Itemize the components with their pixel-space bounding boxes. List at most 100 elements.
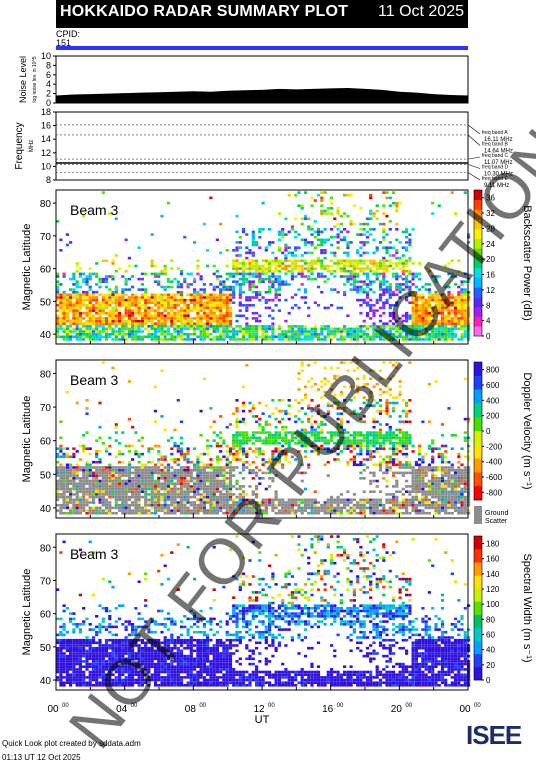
colorbar-velocity-segment: [474, 403, 482, 417]
ground-scatter-label: Ground: [485, 510, 508, 517]
colorbar-width-tick-label: 40: [486, 646, 495, 655]
ground-scatter-swatch: [474, 506, 482, 524]
x-tick-superscript: 00: [268, 703, 275, 709]
heatmap-velocity-ytick-label: 60: [40, 437, 52, 448]
colorbar-velocity-segment: [474, 459, 482, 473]
heatmap-power-ytick-label: 60: [40, 265, 52, 276]
noise-tick-label: 2: [46, 89, 51, 99]
colorbar-width-segment: [474, 588, 482, 601]
colorbar-width-segment: [474, 536, 482, 549]
colorbar-velocity-tick-label: -600: [486, 473, 503, 482]
colorbar-power-tick-label: 32: [486, 209, 495, 218]
heatmap-width-ytick-label: 50: [40, 643, 52, 654]
frequency-tick-label: 10: [41, 161, 51, 171]
colorbar-power-tick-label: 16: [486, 271, 495, 280]
heatmap-width-beam-label: Beam 3: [70, 546, 118, 562]
colorbar-width-tick-label: 160: [486, 555, 500, 564]
colorbar-velocity-tick-label: 200: [486, 412, 500, 421]
colorbar-power-segment: [474, 278, 482, 288]
colorbar-width-tick-label: 100: [486, 600, 500, 609]
frequency-band-connector: [468, 164, 480, 168]
x-tick-label: 08: [185, 704, 197, 715]
frequency-band-connector: [468, 157, 480, 159]
colorbar-power-segment: [474, 248, 482, 258]
colorbar-width-tick-label: 60: [486, 631, 495, 640]
colorbar-width-segment: [474, 562, 482, 575]
x-tick-label: 20: [391, 704, 403, 715]
colorbar-power-tick-label: 12: [486, 286, 495, 295]
colorbar-power-segment: [474, 258, 482, 268]
noise-ylabel-sub: log noise lev. in 10^5: [32, 56, 38, 102]
frequency-band-connector: [468, 172, 480, 180]
isee-logo: ISEE: [466, 720, 521, 751]
colorbar-width-tick-label: 20: [486, 661, 495, 670]
colorbar-power-segment: [474, 200, 482, 210]
colorbar-power-segment: [474, 219, 482, 229]
colorbar-velocity-segment: [474, 472, 482, 486]
colorbar-power-segment: [474, 190, 482, 200]
colorbar-velocity-segment: [474, 486, 482, 500]
heatmap-power-beam-label: Beam 3: [70, 202, 118, 218]
colorbar-power-tick-label: 8: [486, 301, 491, 310]
heatmap-power-ytick-label: 40: [40, 330, 52, 341]
colorbar-velocity-segment: [474, 362, 482, 376]
frequency-band-connector: [468, 125, 480, 134]
colorbar-velocity-tick-label: -800: [486, 488, 503, 497]
heatmap-width-ytick-label: 70: [40, 576, 52, 587]
credit-text: Quick Look plot created by sddata.adm: [2, 739, 141, 748]
x-tick-superscript: 00: [405, 703, 412, 709]
heatmap-width-ylabel: Magnetic Latitude: [21, 569, 33, 656]
colorbar-power-tick-label: 36: [486, 194, 495, 203]
noise-tick-label: 4: [46, 79, 51, 89]
colorbar-velocity-label: Doppler Velocity (m s⁻¹): [521, 372, 533, 489]
frequency-band-label: freq band A: [482, 130, 508, 136]
heatmap-power-ytick-label: 70: [40, 232, 52, 243]
colorbar-power-tick-label: 28: [486, 224, 495, 233]
noise-area: [56, 88, 468, 103]
colorbar-power-segment: [474, 239, 482, 249]
frequency-band-label: freq band B: [482, 142, 509, 148]
colorbar-velocity-segment: [474, 417, 482, 431]
colorbar-velocity-segment: [474, 390, 482, 404]
colorbar-width-segment: [474, 654, 482, 667]
colorbar-width-segment: [474, 641, 482, 654]
colorbar-power-label: Backscatter Power (dB): [521, 205, 533, 321]
colorbar-power-tick-label: 20: [486, 255, 495, 264]
colorbar-power-segment: [474, 229, 482, 239]
noise-tick-label: 10: [41, 51, 51, 61]
heatmap-velocity-ytick-label: 70: [40, 403, 52, 414]
colorbar-width-tick-label: 120: [486, 585, 500, 594]
colorbar-width-segment: [474, 667, 482, 680]
heatmap-power-ylabel: Magnetic Latitude: [21, 224, 33, 311]
frequency-band-connector: [468, 135, 480, 146]
colorbar-velocity-tick-label: 400: [486, 396, 500, 405]
colorbar-velocity-segment: [474, 445, 482, 459]
heatmap-power-ytick-label: 80: [40, 199, 52, 210]
x-tick-label: 00: [47, 704, 59, 715]
heatmap-width-ytick-label: 40: [40, 676, 52, 687]
colorbar-power-segment: [474, 297, 482, 307]
x-tick-superscript: 00: [474, 703, 481, 709]
x-tick-superscript: 00: [131, 703, 138, 709]
ground-scatter-label-2: Scatter: [485, 518, 508, 525]
colorbar-velocity-tick-label: -400: [486, 458, 503, 467]
frequency-band-label: freq band D: [482, 165, 509, 171]
noise-tick-label: 8: [46, 60, 51, 70]
colorbar-width-label: Spectral Width (m s⁻¹): [521, 553, 533, 662]
colorbar-width-segment: [474, 575, 482, 588]
x-tick-superscript: 00: [337, 703, 344, 709]
frequency-tick-label: 16: [41, 121, 51, 131]
heatmap-width-ytick-label: 80: [40, 543, 52, 554]
heatmap-velocity-beam-label: Beam 3: [70, 372, 118, 388]
noise-ylabel: Noise Level: [18, 56, 28, 103]
frequency-ylabel: Frequency: [14, 122, 25, 169]
heatmap-velocity-ytick-label: 40: [40, 504, 52, 515]
colorbar-velocity-tick-label: 800: [486, 366, 500, 375]
colorbar-power-tick-label: 4: [486, 317, 491, 326]
colorbar-width-tick-label: 0: [486, 676, 491, 685]
colorbar-width-tick-label: 80: [486, 615, 495, 624]
x-axis-label: UT: [255, 714, 270, 726]
colorbar-velocity-segment: [474, 376, 482, 390]
frequency-tick-label: 12: [41, 148, 51, 158]
noise-tick-label: 6: [46, 70, 51, 80]
